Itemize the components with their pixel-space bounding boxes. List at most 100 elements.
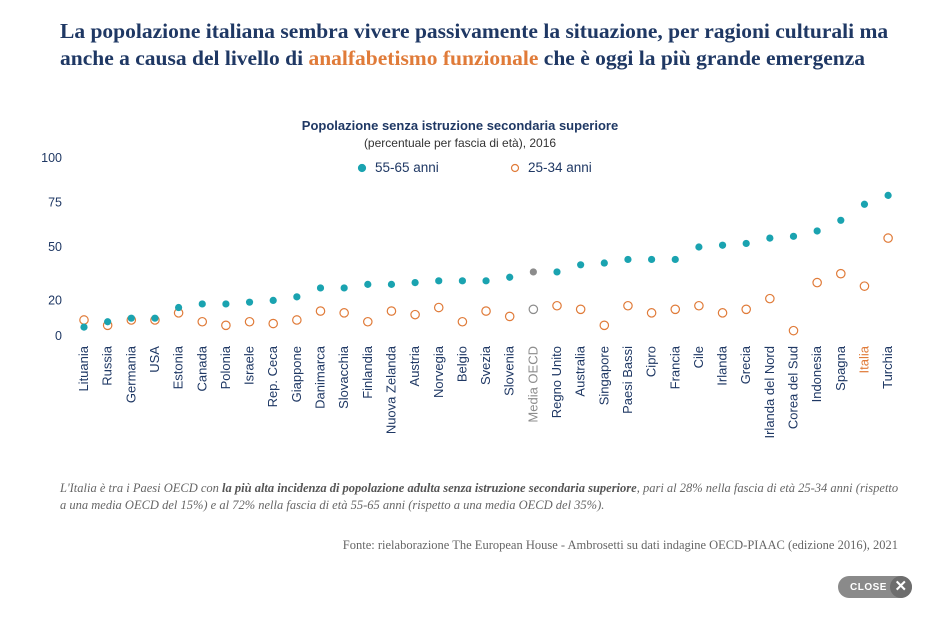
x-tick-label-turchia: Turchia: [880, 345, 895, 389]
point-25-34-canada: [197, 316, 208, 327]
point-55-65-lituania: [80, 323, 88, 331]
x-tick-label-estonia: Estonia: [171, 345, 186, 389]
point-25-34-slovenia: [504, 311, 515, 322]
point-55-65-estonia: [175, 303, 183, 312]
close-icon: ✕: [890, 576, 912, 598]
page-headline: La popolazione italiana sembra vivere pa…: [60, 18, 900, 72]
point-55-65-canada: [198, 300, 206, 308]
point-55-65-israele: [245, 298, 254, 306]
point-25-34-australia: [575, 304, 586, 315]
x-tick-label-corea-del-sud: Corea del Sud: [786, 346, 801, 429]
point-55-65-usa: [151, 314, 159, 322]
point-25-34-indonesia: [812, 277, 822, 288]
point-25-34-irlanda: [717, 308, 728, 318]
x-tick-label-nuova-zelanda: Nuova Zelanda: [383, 345, 398, 434]
point-25-34-media-oecd: [528, 304, 539, 315]
point-55-65-rep-ceca: [269, 296, 277, 304]
point-55-65-norvegia: [435, 277, 443, 285]
x-tick-label-russia: Russia: [100, 345, 115, 386]
point-25-34-svezia: [481, 306, 491, 316]
point-55-65-grecia: [742, 239, 750, 248]
point-55-65-australia: [577, 261, 585, 269]
point-25-34-lituania: [79, 315, 89, 325]
x-tick-label-italia: Italia: [856, 345, 871, 373]
y-tick-label-75: 75: [48, 196, 62, 210]
x-tick-label-germania: Germania: [123, 345, 138, 403]
point-25-34-italia: [859, 281, 870, 291]
x-tick-label-svezia: Svezia: [478, 345, 493, 385]
x-tick-label-giappone: Giappone: [289, 346, 304, 402]
point-25-34-rep-ceca: [268, 318, 278, 329]
chart-title: Popolazione senza istruzione secondaria …: [301, 118, 619, 133]
point-55-65-finlandia: [364, 280, 372, 288]
point-55-65-indonesia: [813, 227, 821, 235]
close-button[interactable]: CLOSE ✕: [838, 576, 912, 598]
point-55-65-francia: [671, 255, 679, 264]
x-tick-label-danimarca: Danimarca: [313, 345, 328, 409]
note-text-start: L'Italia è tra i Paesi OECD con: [60, 481, 223, 495]
x-tick-label-francia: Francia: [667, 345, 682, 389]
point-55-65-germania: [127, 314, 135, 322]
point-25-34-turchia: [883, 233, 893, 243]
x-tick-label-belgio: Belgio: [454, 346, 469, 382]
source-note: Fonte: rielaborazione The European House…: [342, 538, 898, 552]
x-tick-label-spagna: Spagna: [833, 345, 848, 391]
x-tick-label-canada: Canada: [194, 345, 209, 391]
x-tick-label-australia: Australia: [573, 345, 588, 396]
x-tick-label-polonia: Polonia: [218, 345, 233, 389]
point-55-65-svezia: [482, 277, 490, 285]
point-55-65-slovenia: [506, 273, 514, 281]
point-25-34-paesi-bassi: [623, 300, 633, 311]
point-25-34-slovacchia: [339, 308, 349, 318]
x-tick-label-israele: Israele: [242, 346, 257, 385]
point-55-65-turchia: [884, 191, 892, 199]
y-tick-label-50: 50: [48, 240, 62, 254]
y-tick-label-20: 20: [48, 293, 62, 307]
point-55-65-polonia: [222, 300, 230, 308]
headline-text-start: La popolazione italiana sembra vivere pa…: [60, 19, 889, 70]
x-tick-label-irlanda: Irlanda: [715, 345, 730, 386]
point-55-65-danimarca: [316, 284, 325, 292]
x-tick-label-cile: Cile: [691, 346, 706, 368]
point-25-34-israele: [244, 316, 255, 327]
headline-text-end: che è oggi la più grande emergenza: [538, 46, 866, 70]
point-25-34-spagna: [835, 268, 846, 279]
point-25-34-giappone: [292, 315, 302, 325]
x-tick-label-norvegia: Norvegia: [431, 345, 446, 398]
point-25-34-austria: [410, 309, 420, 320]
point-55-65-austria: [411, 279, 419, 287]
point-55-65-russia: [104, 318, 112, 326]
x-tick-label-singapore: Singapore: [596, 346, 611, 405]
point-55-65-irlanda-del-nord: [766, 234, 774, 242]
point-25-34-nuova-zelanda: [386, 306, 397, 316]
point-25-34-danimarca: [315, 306, 326, 316]
legend-label-25-34: 25-34 anni: [528, 160, 592, 175]
x-tick-label-indonesia: Indonesia: [809, 345, 824, 402]
chart-subtitle: (percentuale per fascia di età), 2016: [363, 136, 557, 150]
point-55-65-regno-unito: [553, 268, 561, 276]
point-55-65-slovacchia: [340, 284, 348, 292]
note-text-end: , pari al 28% nella fascia di età 25-34 …: [60, 481, 899, 512]
point-25-34-cipro: [646, 308, 657, 318]
point-55-65-paesi-bassi: [624, 255, 632, 264]
point-25-34-finlandia: [362, 316, 373, 327]
chart-note: L'Italia è tra i Paesi OECD con la più a…: [60, 480, 900, 514]
point-25-34-belgio: [457, 316, 468, 327]
point-55-65-italia: [860, 200, 869, 208]
point-25-34-regno-unito: [552, 300, 562, 311]
point-55-65-spagna: [837, 216, 845, 224]
point-55-65-cile: [695, 243, 703, 251]
point-25-34-norvegia: [433, 302, 444, 313]
point-55-65-corea-del-sud: [789, 232, 798, 240]
point-55-65-irlanda: [718, 241, 727, 249]
x-tick-label-grecia: Grecia: [738, 345, 753, 384]
legend-label-55-65: 55-65 anni: [375, 160, 439, 175]
note-bold-text: la più alta incidenza di popolazione adu…: [222, 481, 637, 495]
x-tick-label-media-oecd: Media OECD: [525, 346, 540, 423]
scatter-chart: 0 20 50 75 100 55-65 anni 25-34 anni Lituania Ru…: [41, 151, 895, 439]
close-button-label: CLOSE: [850, 581, 887, 593]
x-tick-label-slovenia: Slovenia: [502, 345, 517, 396]
point-25-34-grecia: [741, 304, 751, 315]
x-tick-label-rep-ceca: Rep. Ceca: [265, 345, 280, 407]
y-tick-label-100: 100: [41, 151, 62, 165]
